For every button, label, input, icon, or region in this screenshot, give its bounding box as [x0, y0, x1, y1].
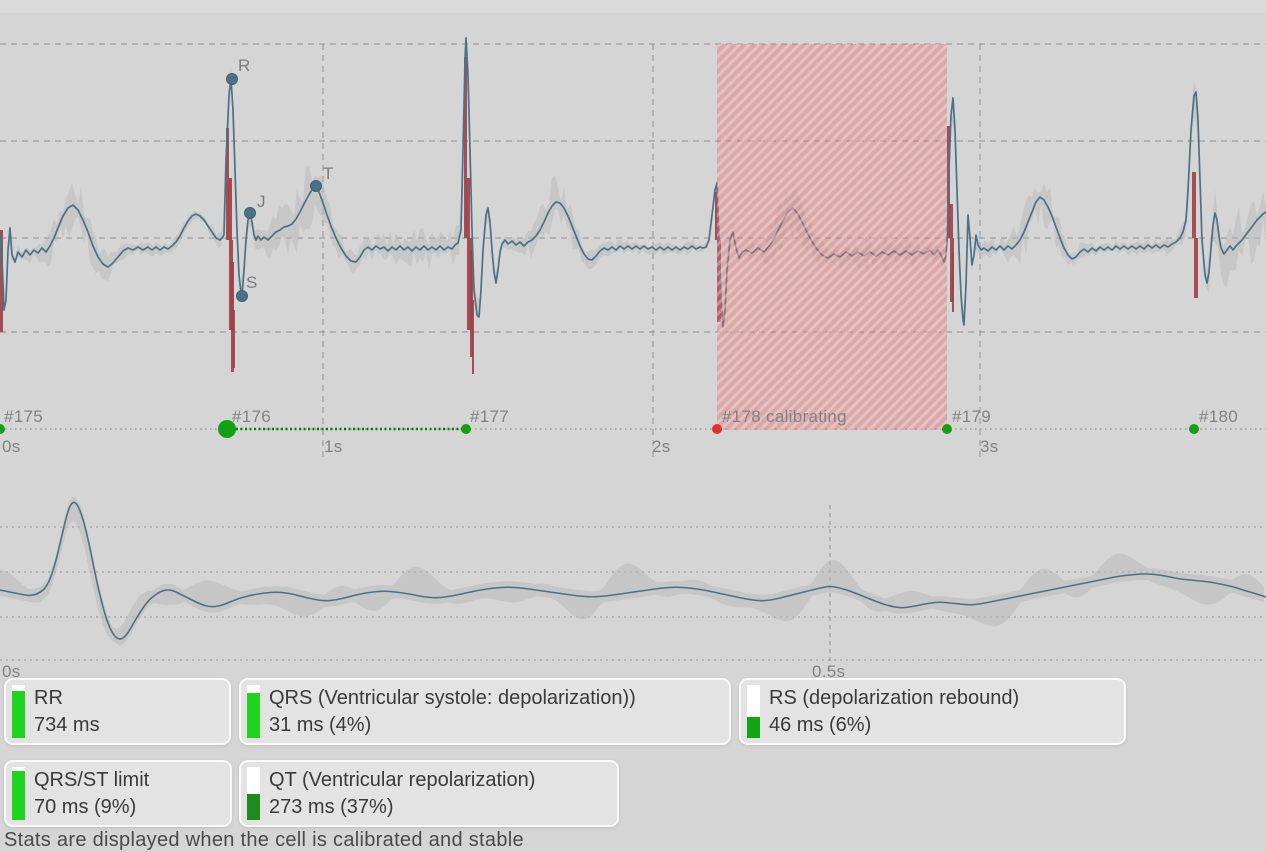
metric-card-qrs[interactable]: QRS (Ventricular systole: depolarization…	[239, 678, 731, 745]
beat-dot-180[interactable]	[1189, 424, 1199, 434]
detail-chart-gridlines	[0, 505, 1266, 662]
footer-note: Stats are displayed when the cell is cal…	[4, 829, 524, 851]
metric-card-rs[interactable]: RS (depolarization rebound) 46 ms (6%)	[739, 678, 1126, 745]
metric-title: RR	[34, 687, 63, 709]
beat-dot-176[interactable]	[218, 420, 236, 438]
top-strip	[0, 0, 1266, 13]
metric-title: QT (Ventricular repolarization)	[269, 769, 536, 791]
wave-point-markers	[226, 73, 322, 302]
top-chart-gridlines	[0, 43, 1266, 460]
metric-card-rr[interactable]: RR 734 ms	[4, 678, 231, 745]
ecg-trace-line	[0, 37, 1266, 328]
metric-value: 273 ms (37%)	[269, 796, 394, 818]
metric-card-qt[interactable]: QT (Ventricular repolarization) 273 ms (…	[239, 760, 619, 827]
metric-bar-qrs-st	[12, 767, 25, 820]
metric-title: QRS/ST limit	[34, 769, 150, 791]
wave-point-j-dot	[244, 207, 256, 219]
metric-bar-qt	[247, 767, 260, 820]
metric-value: 31 ms (4%)	[269, 714, 372, 736]
wave-point-r-dot	[226, 73, 238, 85]
beat-dot-175[interactable]	[0, 424, 5, 434]
beat-dot-179[interactable]	[942, 424, 952, 434]
metric-bar-rr	[12, 685, 25, 738]
metric-title: RS (depolarization rebound)	[769, 687, 1020, 709]
beat-markers	[0, 420, 1199, 438]
detail-envelope	[0, 496, 1264, 646]
metric-value: 70 ms (9%)	[34, 796, 137, 818]
beat-dot-178[interactable]	[712, 424, 722, 434]
metric-bar-qrs	[247, 685, 260, 738]
detail-trace-line	[0, 501, 1266, 640]
calibrating-region	[717, 44, 947, 430]
metric-title: QRS (Ventricular systole: depolarization…	[269, 687, 636, 709]
wave-point-s-dot	[236, 290, 248, 302]
metric-bar-rs	[747, 685, 760, 738]
metric-value: 734 ms	[34, 714, 100, 736]
metric-value: 46 ms (6%)	[769, 714, 872, 736]
metric-card-qrs-st-limit[interactable]: QRS/ST limit 70 ms (9%)	[4, 760, 232, 827]
beat-dot-177[interactable]	[461, 424, 471, 434]
wave-point-t-dot	[310, 180, 322, 192]
ecg-noise-envelope	[0, 56, 1266, 335]
qrs-intensity-bars	[0, 57, 1198, 374]
